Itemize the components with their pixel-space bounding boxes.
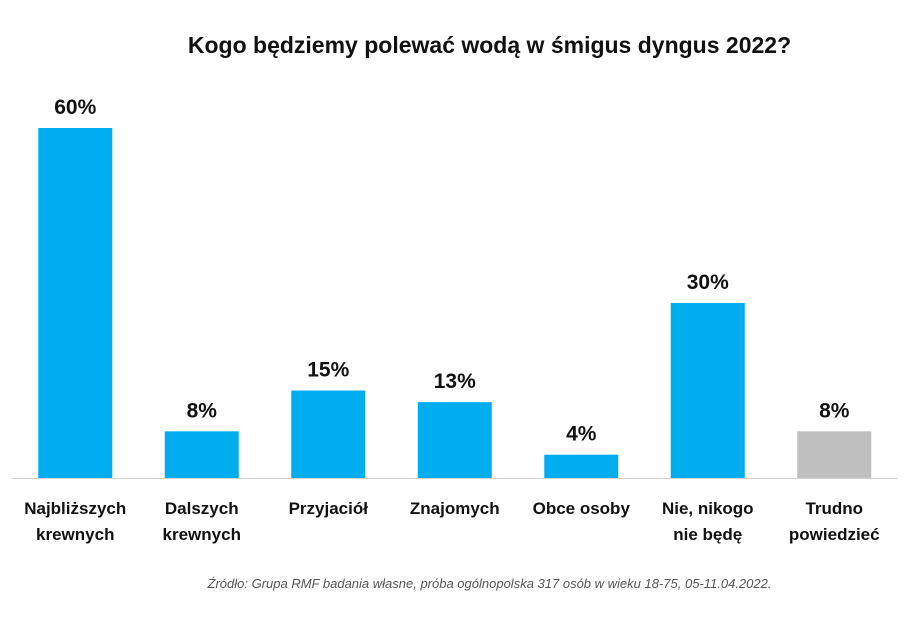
bar-4 bbox=[544, 454, 619, 478]
category-label-6: Trudno powiedzieć bbox=[789, 499, 880, 544]
category-label-1: Dalszych krewnych bbox=[163, 499, 241, 544]
bar-1 bbox=[164, 431, 239, 478]
category-label-line: powiedzieć bbox=[789, 525, 880, 544]
category-label-line: Najbliższych bbox=[24, 499, 126, 518]
category-label-4: Obce osoby bbox=[533, 499, 631, 518]
bar-6 bbox=[797, 431, 872, 478]
value-label-6: 8% bbox=[819, 399, 850, 422]
chart-title: Kogo będziemy polewać wodą w śmigus dyng… bbox=[187, 32, 792, 58]
category-label-line: krewnych bbox=[163, 525, 241, 544]
bar-3 bbox=[417, 402, 492, 478]
value-label-4: 4% bbox=[566, 423, 597, 446]
category-label-line: Znajomych bbox=[410, 499, 500, 518]
value-label-1: 8% bbox=[187, 399, 218, 422]
category-label-2: Przyjaciół bbox=[289, 499, 369, 518]
category-label-line: Przyjaciół bbox=[289, 499, 369, 518]
category-label-line: krewnych bbox=[36, 525, 114, 544]
category-label-line: nie będę bbox=[673, 525, 742, 544]
category-label-line: Dalszych bbox=[165, 499, 239, 518]
bar-2 bbox=[291, 390, 366, 478]
value-label-5: 30% bbox=[687, 271, 729, 294]
category-label-5: Nie, nikogo nie będę bbox=[662, 499, 754, 544]
category-label-line: Obce osoby bbox=[533, 499, 631, 518]
bar-0 bbox=[38, 128, 113, 478]
source-note: Źródło: Grupa RMF badania własne, próba … bbox=[207, 576, 772, 591]
value-label-3: 13% bbox=[434, 370, 476, 393]
value-label-2: 15% bbox=[307, 359, 349, 382]
bars-group: 60% Najbliższych krewnych 8% Dalszych krewnyc… bbox=[24, 96, 879, 544]
category-label-line: Trudno bbox=[805, 499, 863, 518]
bar-5 bbox=[670, 303, 745, 478]
category-label-line: Nie, nikogo bbox=[662, 499, 754, 518]
category-label-0: Najbliższych krewnych bbox=[24, 499, 126, 544]
category-label-3: Znajomych bbox=[410, 499, 500, 518]
value-label-0: 60% bbox=[54, 96, 96, 119]
